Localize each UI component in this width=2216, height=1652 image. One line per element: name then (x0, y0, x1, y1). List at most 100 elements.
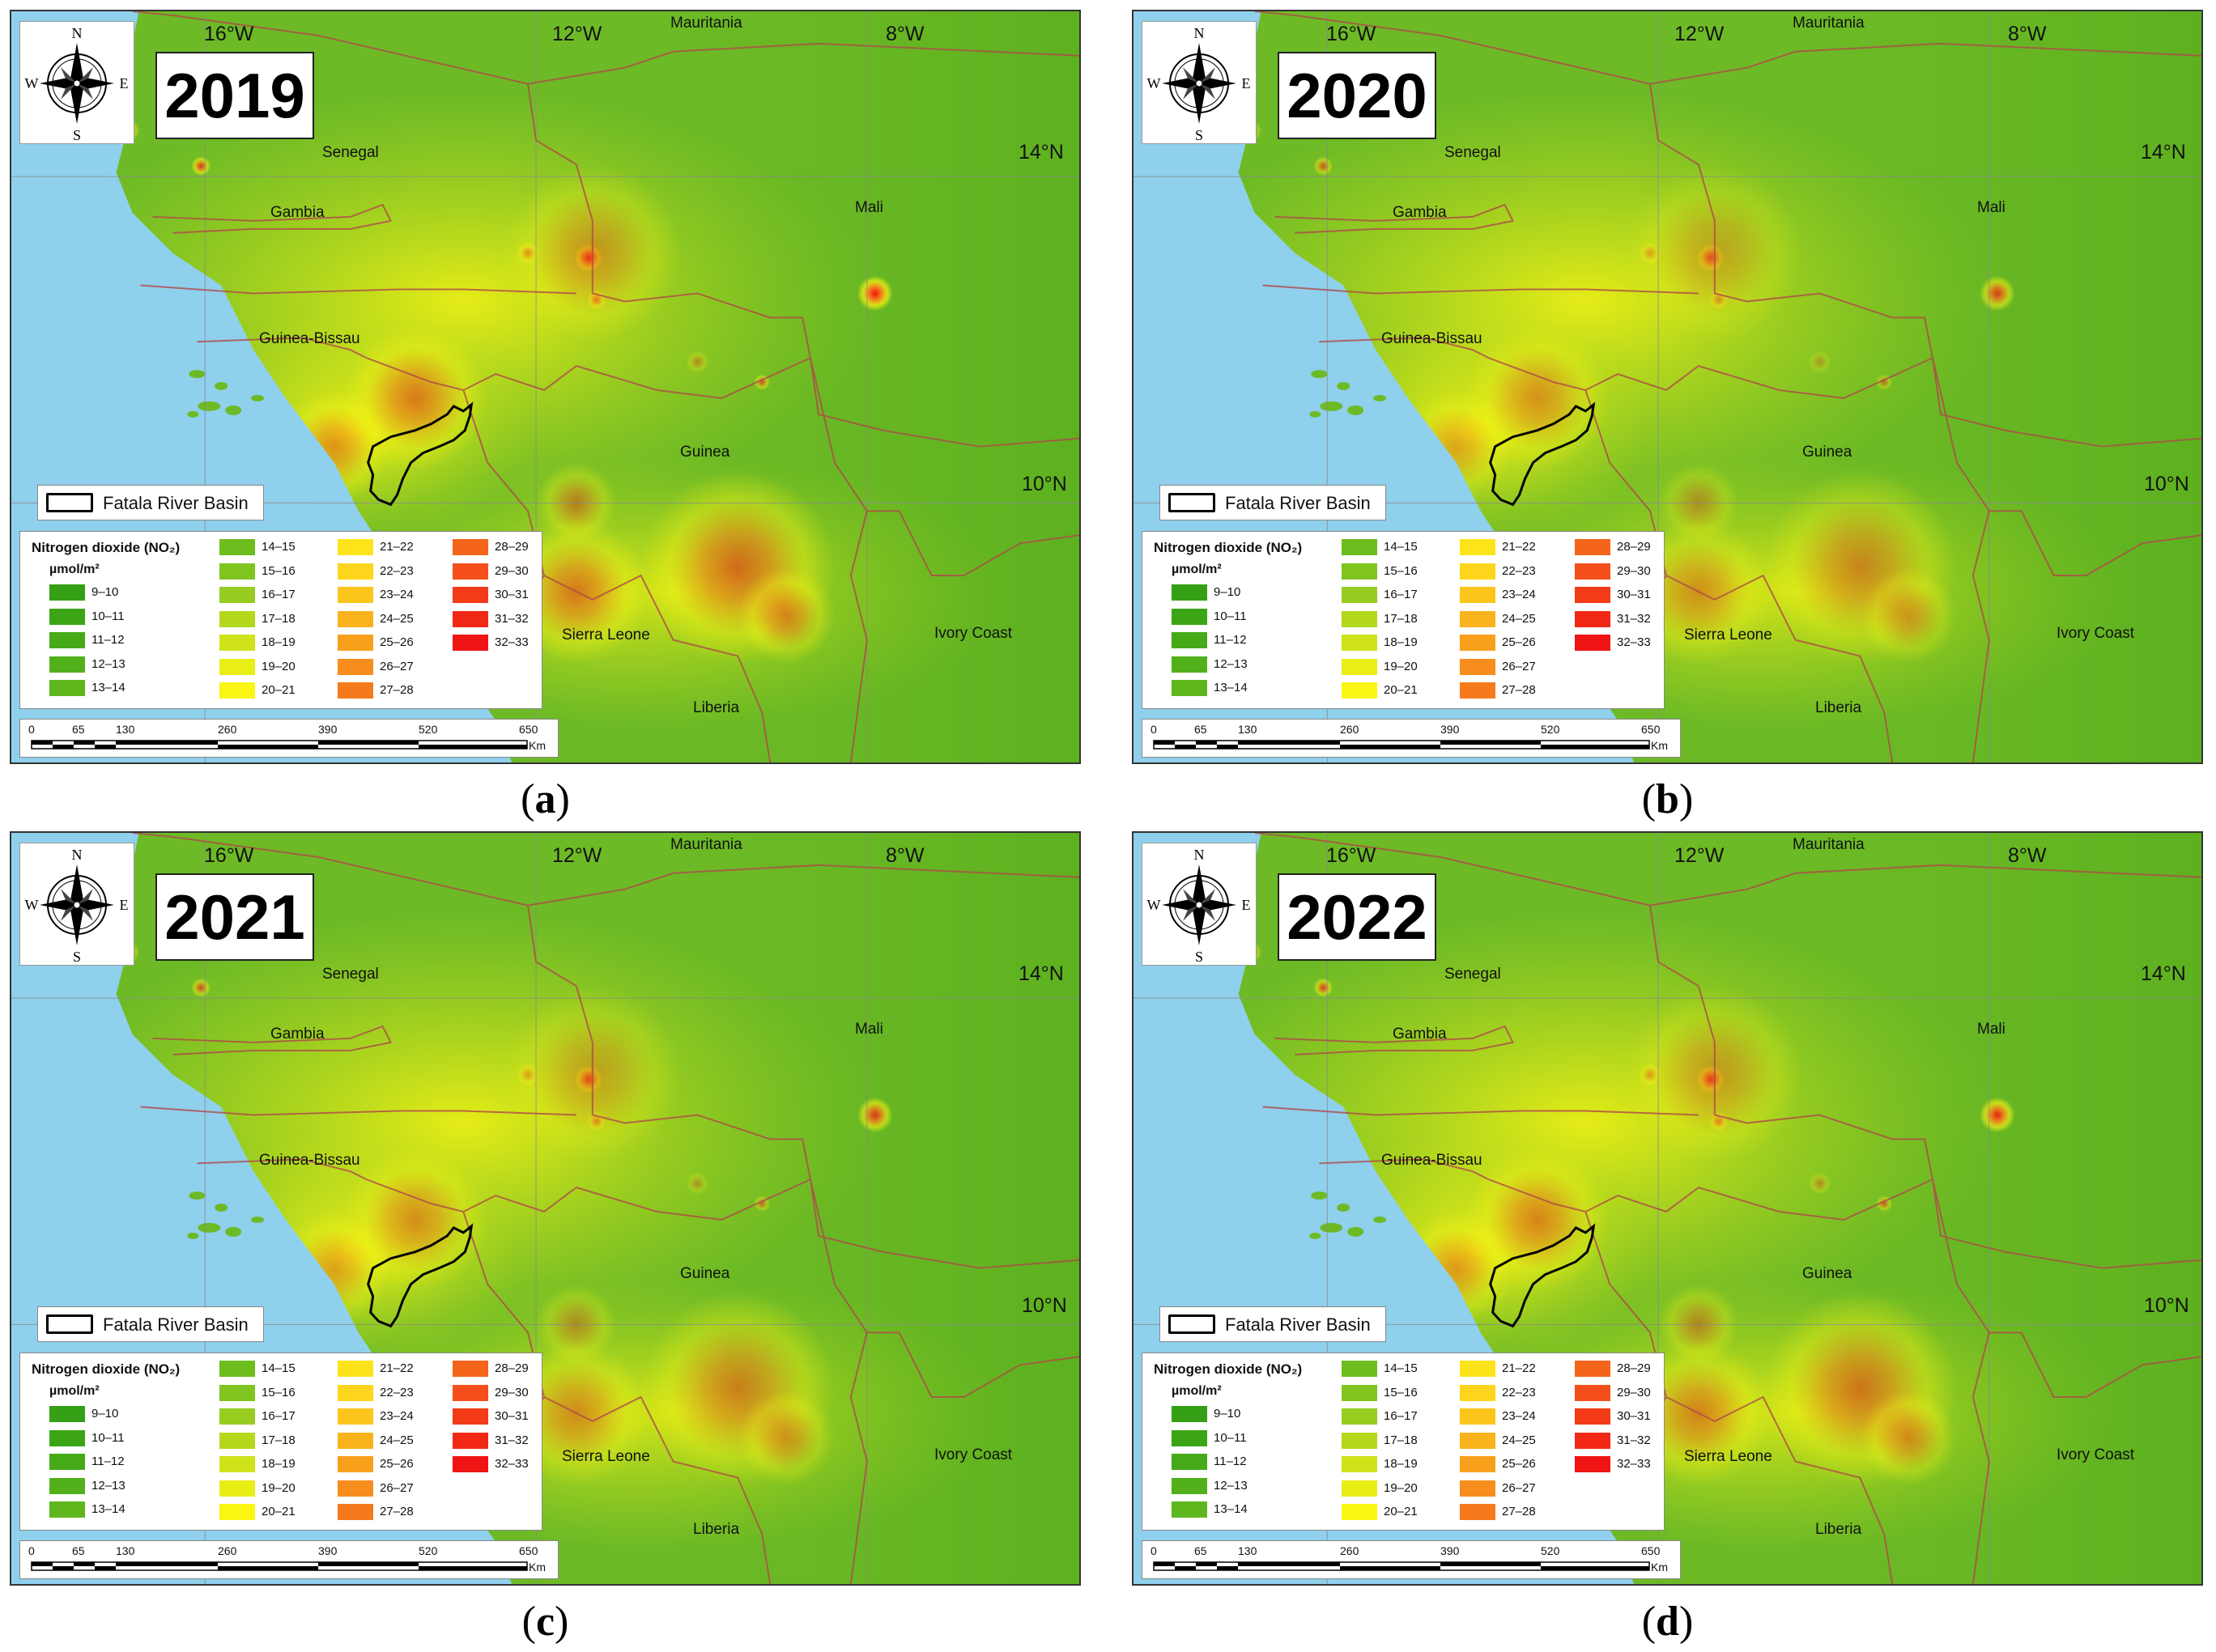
legend-swatch (1172, 1477, 1207, 1494)
compass-n: N (72, 25, 83, 41)
legend-swatch (1460, 1361, 1495, 1377)
legend-class-label: 13–14 (1214, 681, 1248, 694)
legend-swatch (1575, 1361, 1610, 1377)
legend-class-label: 12–13 (91, 1478, 125, 1493)
compass-s: S (1195, 127, 1203, 143)
scale-tick-label: 0 (1151, 723, 1157, 736)
country-label-guinea-bissau: Guinea-Bissau (259, 330, 360, 347)
legend-swatch (338, 610, 373, 627)
legend-swatch (338, 587, 373, 603)
legend-swatch (1342, 1480, 1377, 1497)
legend-swatch (1172, 608, 1207, 625)
islands (1309, 1191, 1387, 1239)
scale-bar: 0 65 130 260 390 520 650 Km (1142, 1540, 1681, 1579)
legend-class-label: 30–31 (495, 588, 529, 601)
legend-class-label: 9–10 (91, 585, 119, 599)
scale-bar-graphic (31, 740, 528, 750)
legend-class-label: 24–25 (380, 1433, 414, 1447)
scale-tick-label: 650 (519, 723, 538, 736)
no2-hotspot (1313, 978, 1333, 998)
basin-legend-label: Fatala River Basin (1225, 493, 1371, 513)
no2-hotspot (1808, 1172, 1831, 1195)
caption-letter: a (534, 776, 556, 822)
compass-n: N (1194, 847, 1205, 863)
legend-class-label: 26–27 (380, 659, 414, 673)
country-label-ivory-coast: Ivory Coast (2056, 625, 2135, 642)
legend-swatch (219, 1456, 255, 1472)
legend-class-label: 11–12 (1214, 1455, 1247, 1468)
legend-swatch (1460, 1480, 1495, 1497)
legend-class-label: 17–18 (262, 1433, 296, 1447)
scale-tick-label: 520 (1541, 723, 1560, 736)
map-panel-a: N S W E 2019 Mauritania Senegal Gambia Mali… (10, 10, 1081, 764)
no2-hotspot (857, 1097, 893, 1133)
legend-swatch (1342, 1432, 1377, 1449)
fatala-basin-outline (1489, 1223, 1596, 1328)
no2-hotspot (1313, 156, 1333, 176)
legend-class-label: 15–16 (262, 1385, 296, 1399)
graticule-label-lat10: 10°N (2144, 473, 2189, 495)
legend-swatch (219, 1361, 255, 1377)
legend-class-label: 20–21 (1384, 1505, 1418, 1518)
north-arrow: N S W E (19, 843, 134, 966)
basin-legend: Fatala River Basin (1159, 485, 1386, 520)
country-label-ivory-coast: Ivory Coast (934, 1446, 1013, 1463)
country-label-guinea: Guinea (680, 444, 730, 461)
legend-class-label: 25–26 (1502, 1457, 1536, 1471)
no2-hotspot (738, 1389, 835, 1486)
compass-e: E (120, 897, 129, 913)
basin-legend-label: Fatala River Basin (1225, 1314, 1371, 1335)
legend-swatch (219, 1432, 255, 1449)
country-label-guinea-bissau: Guinea-Bissau (1381, 1152, 1482, 1169)
basin-legend-swatch (1168, 493, 1215, 512)
year-label: 2019 (155, 52, 314, 139)
legend-swatch (1342, 658, 1377, 675)
legend-swatch (1172, 1501, 1207, 1518)
scale-tick-label: 260 (1340, 1544, 1359, 1557)
scale-tick-label: 520 (419, 723, 438, 736)
legend-swatch (338, 563, 373, 580)
legend-unit: µmol/m² (49, 563, 100, 576)
basin-legend-swatch (46, 493, 93, 512)
north-arrow: N S W E (1142, 21, 1257, 144)
scale-tick-label: 65 (72, 723, 85, 736)
legend-class-label: 25–26 (380, 635, 414, 649)
no2-legend: Nitrogen dioxide (NO₂) µmol/m² 9–10 10–1… (19, 1353, 542, 1531)
legend-swatch (1575, 563, 1610, 580)
legend-class-label: 16–17 (262, 1409, 296, 1423)
legend-class-label: 28–29 (1617, 1361, 1651, 1375)
legend-swatch (1575, 635, 1610, 651)
north-arrow: N S W E (19, 21, 134, 144)
legend-class-label: 30–31 (495, 1409, 529, 1423)
scale-bar-graphic (1153, 1561, 1650, 1571)
country-label-sierra-leone: Sierra Leone (1684, 1448, 1772, 1465)
graticule-label-lon16: 16°W (1326, 23, 1376, 45)
graticule-label-lat14: 14°N (1019, 962, 1064, 985)
country-label-liberia: Liberia (1815, 1521, 1862, 1538)
no2-legend: Nitrogen dioxide (NO₂) µmol/m² 9–10 10–1… (19, 531, 542, 709)
no2-hotspot (191, 156, 211, 176)
legend-swatch (1460, 658, 1495, 675)
country-label-senegal: Senegal (1444, 966, 1501, 983)
legend-class-label: 28–29 (495, 1361, 529, 1375)
compass-rose-icon: N S W E (25, 25, 129, 143)
legend-class-label: 23–24 (1502, 1409, 1536, 1423)
compass-rose-icon: N S W E (1147, 25, 1251, 143)
legend-class-label: 12–13 (91, 656, 125, 671)
legend-swatch (1575, 1384, 1610, 1401)
graticule-label-lon8: 8°W (886, 844, 925, 867)
legend-class-label: 18–19 (262, 635, 296, 649)
scale-tick-label: 520 (1541, 1544, 1560, 1557)
graticule-label-lat14: 14°N (1019, 141, 1064, 164)
legend-swatch (1342, 587, 1377, 603)
scale-unit: Km (1651, 1561, 1668, 1573)
country-label-guinea: Guinea (1802, 444, 1852, 461)
legend-swatch (338, 539, 373, 555)
legend-class-label: 16–17 (1384, 588, 1418, 601)
basin-legend-swatch (46, 1314, 93, 1334)
legend-class-label: 26–27 (1502, 1480, 1536, 1495)
legend-swatch (453, 610, 488, 627)
legend-class-label: 32–33 (1617, 1457, 1651, 1471)
scale-tick-label: 130 (116, 723, 135, 736)
country-label-sierra-leone: Sierra Leone (1684, 626, 1772, 643)
